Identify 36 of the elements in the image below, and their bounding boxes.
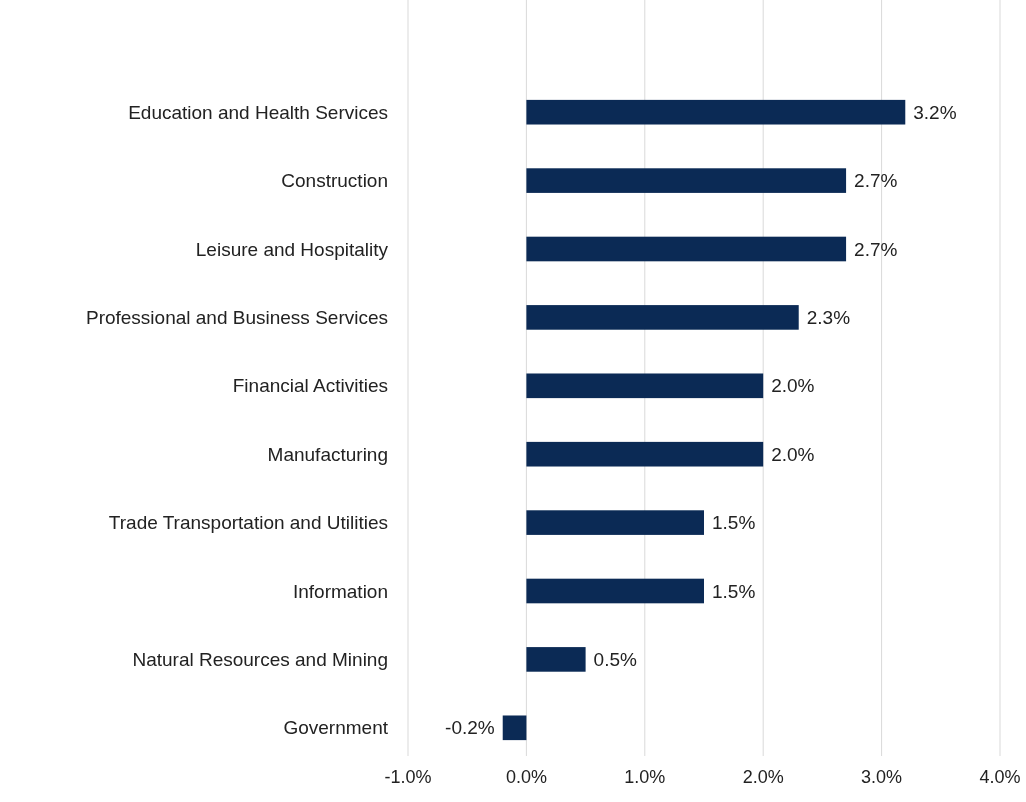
y-tick-label: Leisure and Hospitality	[195, 238, 389, 260]
data-label: 2.7%	[854, 238, 898, 260]
bar	[526, 305, 799, 330]
bar	[502, 715, 527, 741]
bar	[526, 373, 764, 399]
x-tick-label: -1.0%	[384, 767, 432, 787]
data-label: 1.5%	[712, 512, 756, 534]
x-tick-label: 4.0%	[979, 767, 1021, 787]
y-tick-label: Trade Transportation and Utilities	[108, 512, 388, 534]
data-label: 3.2%	[913, 101, 957, 123]
bar	[526, 510, 704, 535]
bar	[526, 647, 586, 672]
y-tick-label: Financial Activities	[232, 375, 388, 397]
data-label: 0.5%	[593, 649, 638, 671]
x-tick-label: 2.0%	[742, 767, 784, 787]
x-tick-label: 0.0%	[505, 767, 547, 787]
bar	[526, 578, 704, 604]
y-tick-label: Manufacturing	[267, 443, 388, 465]
bar	[526, 99, 906, 125]
data-label: 2.7%	[854, 170, 898, 192]
bar	[526, 168, 847, 193]
bar	[526, 441, 764, 467]
x-tick-label: 3.0%	[861, 767, 903, 787]
x-tick-label: 1.0%	[624, 767, 666, 787]
data-label: 2.3%	[806, 307, 851, 329]
y-tick-label: Information	[292, 580, 388, 602]
y-tick-label: Construction	[281, 170, 388, 192]
y-tick-label: Education and Health Services	[128, 101, 388, 123]
data-label: 2.0%	[771, 375, 815, 397]
data-label: 2.0%	[771, 443, 815, 465]
y-tick-label: Professional and Business Services	[85, 307, 388, 329]
y-tick-label: Government	[283, 717, 389, 739]
y-tick-label: Natural Resources and Mining	[132, 649, 388, 671]
data-label: -0.2%	[445, 717, 495, 739]
bar	[526, 236, 847, 262]
data-label: 1.5%	[712, 580, 756, 602]
